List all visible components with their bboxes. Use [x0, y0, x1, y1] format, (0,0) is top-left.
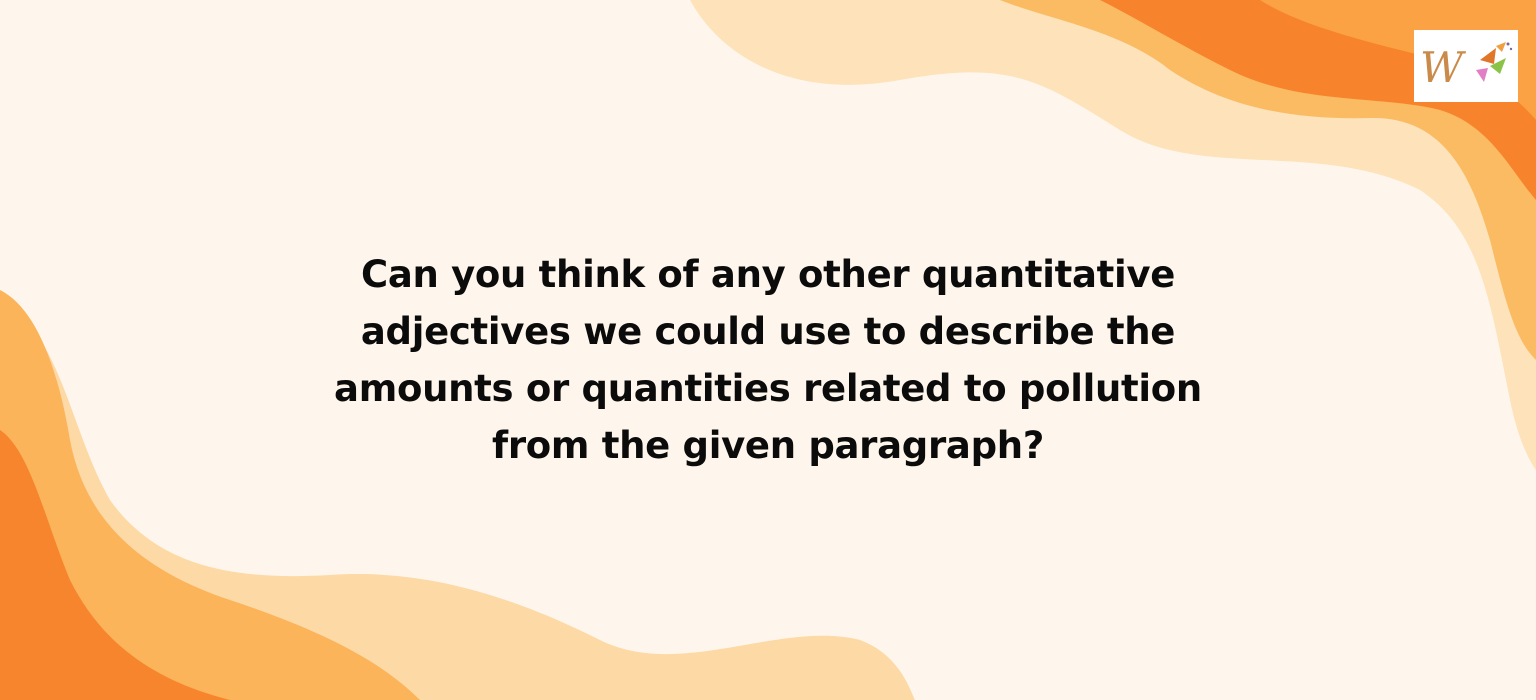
bottom-left-dark-wave — [0, 430, 230, 700]
question-text: Can you think of any other quantitative … — [268, 246, 1268, 474]
svg-text:W: W — [1420, 43, 1467, 92]
bottom-left-mid-wave — [0, 290, 420, 700]
top-right-light-wave — [690, 0, 1536, 470]
question-line: Can you think of any other quantitative — [360, 253, 1176, 296]
brand-logo: W — [1414, 30, 1518, 102]
question-line: from the given paragraph? — [492, 424, 1044, 467]
w-brand-logo-icon: W — [1420, 42, 1513, 92]
question-line: amounts or quantities related to polluti… — [334, 367, 1202, 410]
question-line: adjectives we could use to describe the — [360, 310, 1176, 353]
